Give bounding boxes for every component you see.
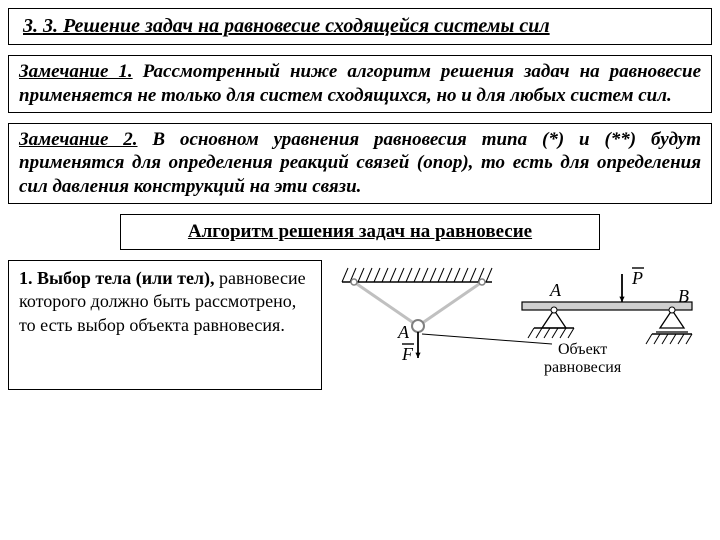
note-1: Замечание 1. Рассмотренный ниже алгоритм… xyxy=(8,55,712,113)
svg-text:A: A xyxy=(549,280,562,300)
svg-text:Объект: Объект xyxy=(558,341,607,358)
note-2-lead: Замечание 2. xyxy=(19,129,138,150)
svg-text:F: F xyxy=(401,344,414,364)
svg-text:P: P xyxy=(631,268,643,288)
svg-text:A: A xyxy=(397,322,410,342)
section-title: 3. 3. Решение задач на равновесие сходящ… xyxy=(8,8,712,45)
step-1-lead: 1. Выбор тела (или тел), xyxy=(19,268,215,288)
step-1: 1. Выбор тела (или тел), равновесие кото… xyxy=(8,260,322,390)
svg-text:равновесия: равновесия xyxy=(544,359,622,376)
note-2: Замечание 2. В основном уравнения равнов… xyxy=(8,123,712,204)
svg-text:B: B xyxy=(678,286,689,306)
algorithm-header: Алгоритм решения задач на равновесие xyxy=(120,214,600,250)
step-row: 1. Выбор тела (или тел), равновесие кото… xyxy=(8,260,712,400)
note-1-lead: Замечание 1. xyxy=(19,61,133,82)
diagram: AFABPОбъектравновесия xyxy=(332,260,712,400)
